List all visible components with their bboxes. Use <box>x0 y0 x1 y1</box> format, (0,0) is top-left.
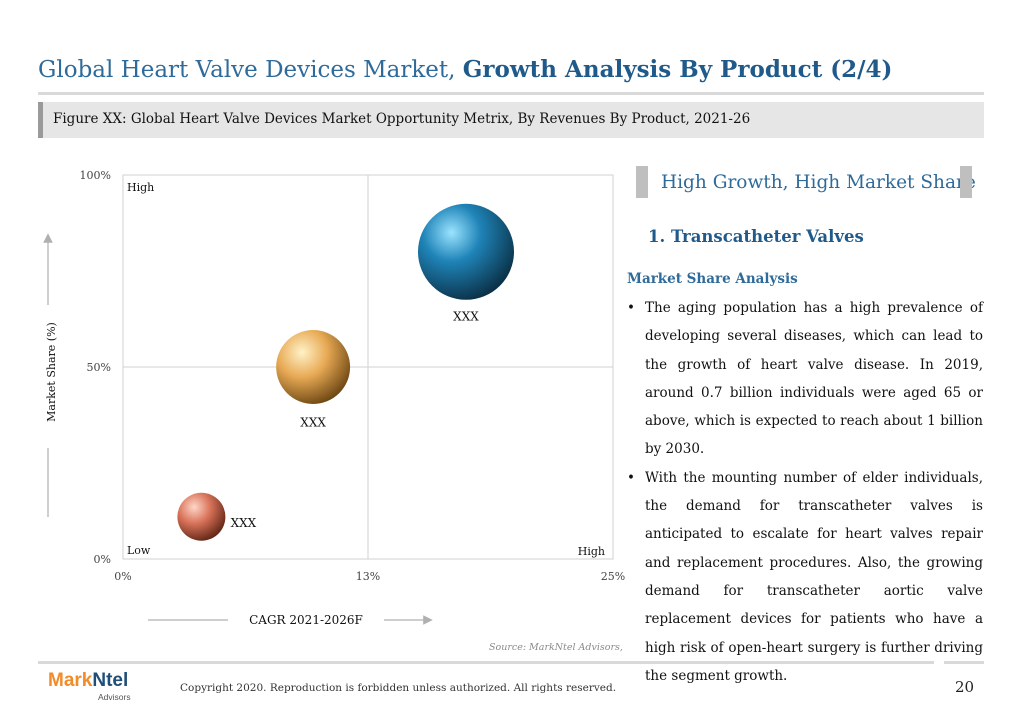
footer-divider <box>38 661 934 664</box>
y-tick-label: 0% <box>94 553 111 566</box>
heading-right-bar <box>960 166 972 198</box>
copyright-notice: Copyright 2020. Reproduction is forbidde… <box>180 682 617 694</box>
page-title-prefix: Global Heart Valve Devices Market, <box>38 57 463 83</box>
bullet-item: The aging population has a high prevalen… <box>627 294 983 464</box>
x-axis-label: CAGR 2021-2026F <box>249 613 363 627</box>
logo-ntel: Ntel <box>92 670 129 691</box>
page-title-bold: Growth Analysis By Product (2/4) <box>462 56 893 83</box>
bubble-point <box>276 330 351 404</box>
bubble-label: XXX <box>300 415 326 429</box>
figure-caption-box: Figure XX: Global Heart Valve Devices Ma… <box>38 102 984 138</box>
footer-divider-short <box>944 661 984 664</box>
y-axis-label: Market Share (%) <box>45 322 58 422</box>
x-tick-label: 25% <box>601 570 625 583</box>
logo-advisors: Advisors <box>98 692 131 702</box>
page-number: 20 <box>955 678 975 696</box>
quadrant-label-high-share: High <box>127 181 154 194</box>
bubble-label: XXX <box>453 310 479 324</box>
bubble-point <box>418 203 514 300</box>
panel-heading-box: High Growth, High Market Share <box>636 166 976 198</box>
figure-caption: Figure XX: Global Heart Valve Devices Ma… <box>53 111 751 127</box>
heading-left-bar <box>636 166 648 198</box>
opportunity-matrix-chart: 0% 13% 25% 0% 50% 100% High Low High XXX XXX X… <box>43 169 625 627</box>
logo-mark: Mark <box>48 670 93 691</box>
y-tick-label: 100% <box>80 169 111 182</box>
bubble-point <box>177 492 226 541</box>
panel-subheading: 1. Transcatheter Valves <box>648 227 864 246</box>
page-title: Global Heart Valve Devices Market, Growt… <box>38 56 892 83</box>
x-tick-label: 0% <box>114 570 131 583</box>
quadrant-label-low: Low <box>127 544 151 557</box>
section-title: Market Share Analysis <box>627 271 798 287</box>
quadrant-label-high-growth: High <box>578 545 605 558</box>
y-tick-label: 50% <box>87 361 111 374</box>
bullet-list: The aging population has a high prevalen… <box>627 294 983 690</box>
bubble-label: XXX <box>231 516 257 530</box>
title-divider <box>38 92 984 95</box>
source-note: Source: MarkNtel Advisors, <box>489 642 623 653</box>
company-logo: MarkNtel Advisors <box>48 670 138 704</box>
panel-heading: High Growth, High Market Share <box>661 172 976 193</box>
bullet-item: With the mounting number of elder indivi… <box>627 464 983 690</box>
x-tick-label: 13% <box>356 570 380 583</box>
